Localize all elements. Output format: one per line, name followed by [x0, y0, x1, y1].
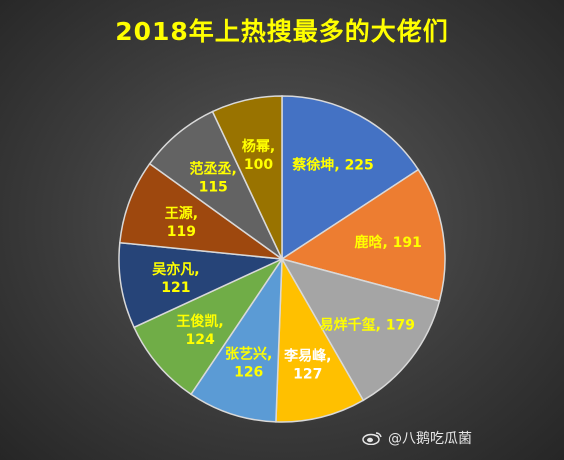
slice-label: 张艺兴, 126	[225, 345, 272, 380]
chart-title: 2018年上热搜最多的大佬们	[115, 17, 449, 46]
slices	[118, 95, 446, 423]
slice-label: 吴亦凡, 121	[152, 261, 199, 296]
watermark-text: @八鹅吃瓜菌	[388, 431, 472, 447]
pie-slice	[211, 95, 283, 260]
pie-slice	[280, 168, 446, 302]
pie-slice	[118, 241, 285, 329]
slice-label: 王俊凯, 124	[176, 313, 223, 348]
slice-label: 李易峰, 127	[283, 347, 331, 382]
slice-label: 范丞丞, 115	[190, 160, 237, 195]
pie-slice	[281, 95, 420, 261]
slice-label: 王源, 119	[165, 205, 198, 240]
slice-label: 蔡徐坤, 225	[291, 156, 373, 173]
slice-labels: 蔡徐坤, 225 鹿晗, 191 易烊千玺, 179 李易峰, 127 张艺兴, 126王俊…	[152, 138, 422, 382]
weibo-icon	[362, 431, 382, 445]
pie-slice	[189, 256, 283, 423]
slice-label: 杨幂, 100	[242, 138, 275, 173]
pie-slice	[133, 257, 285, 396]
pie-slice	[118, 162, 285, 261]
slice-label: 易烊千玺, 179	[320, 317, 415, 334]
slice-label: 鹿晗, 191	[353, 234, 421, 251]
pie-slice	[280, 257, 441, 402]
pie-slice	[275, 256, 365, 423]
watermark: @八鹅吃瓜菌	[362, 428, 472, 448]
